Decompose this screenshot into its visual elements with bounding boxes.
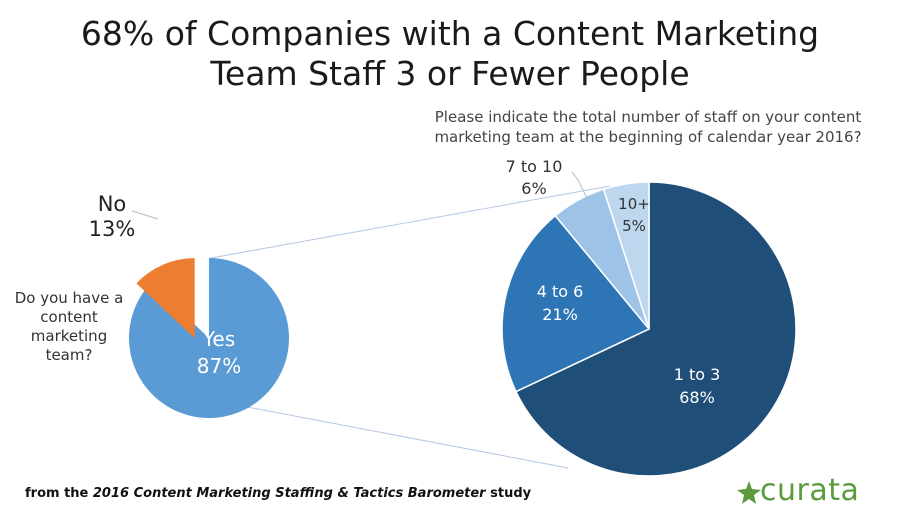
label-1-to-3: 1 to 3 [674, 365, 721, 384]
pie-slice-4-to-6 [501, 214, 651, 393]
logo-text: curata [760, 473, 860, 508]
title-line-2: Team Staff 3 or Fewer People [210, 54, 690, 93]
value-label-10plus: 5% [622, 217, 646, 235]
left-question: Do you have a content marketing team? [14, 289, 124, 364]
label-yes: Yes [202, 327, 235, 351]
connector-line-top [210, 185, 611, 259]
pie-slice-yes [128, 258, 289, 418]
source-footer: from the 2016 Content Marketing Staffing… [25, 486, 531, 501]
label-10plus: 10+ [618, 195, 650, 213]
footer-suffix: study [485, 486, 532, 501]
right-question: Please indicate the total number of staf… [434, 108, 862, 146]
label-7-to-10: 7 to 10 [506, 157, 563, 176]
leader-line-7-to-10 [571, 171, 588, 199]
curata-logo: curata [736, 473, 886, 510]
pie-slice-no [136, 258, 195, 339]
footer-prefix: from the [25, 486, 93, 501]
leader-line-no [131, 210, 159, 220]
pie-slice-1-to-3 [514, 181, 797, 477]
curata-star-icon [737, 481, 761, 504]
footer-study-title: 2016 Content Marketing Staffing & Tactic… [92, 486, 486, 501]
connector-line-bottom [199, 397, 569, 469]
label-4-to-6: 4 to 6 [537, 282, 584, 301]
value-label-no: 13% [89, 217, 136, 241]
title-line-1: 68% of Companies with a Content Marketin… [80, 14, 820, 53]
value-label-4-to-6: 21% [542, 305, 578, 324]
pie-slice-10plus [602, 181, 650, 330]
value-label-yes: 87% [197, 354, 241, 378]
label-no: No [98, 192, 127, 216]
value-label-7-to-10: 6% [521, 179, 546, 198]
value-label-1-to-3: 68% [679, 388, 715, 407]
chart-title: 68% of Companies with a Content Marketin… [0, 14, 900, 94]
